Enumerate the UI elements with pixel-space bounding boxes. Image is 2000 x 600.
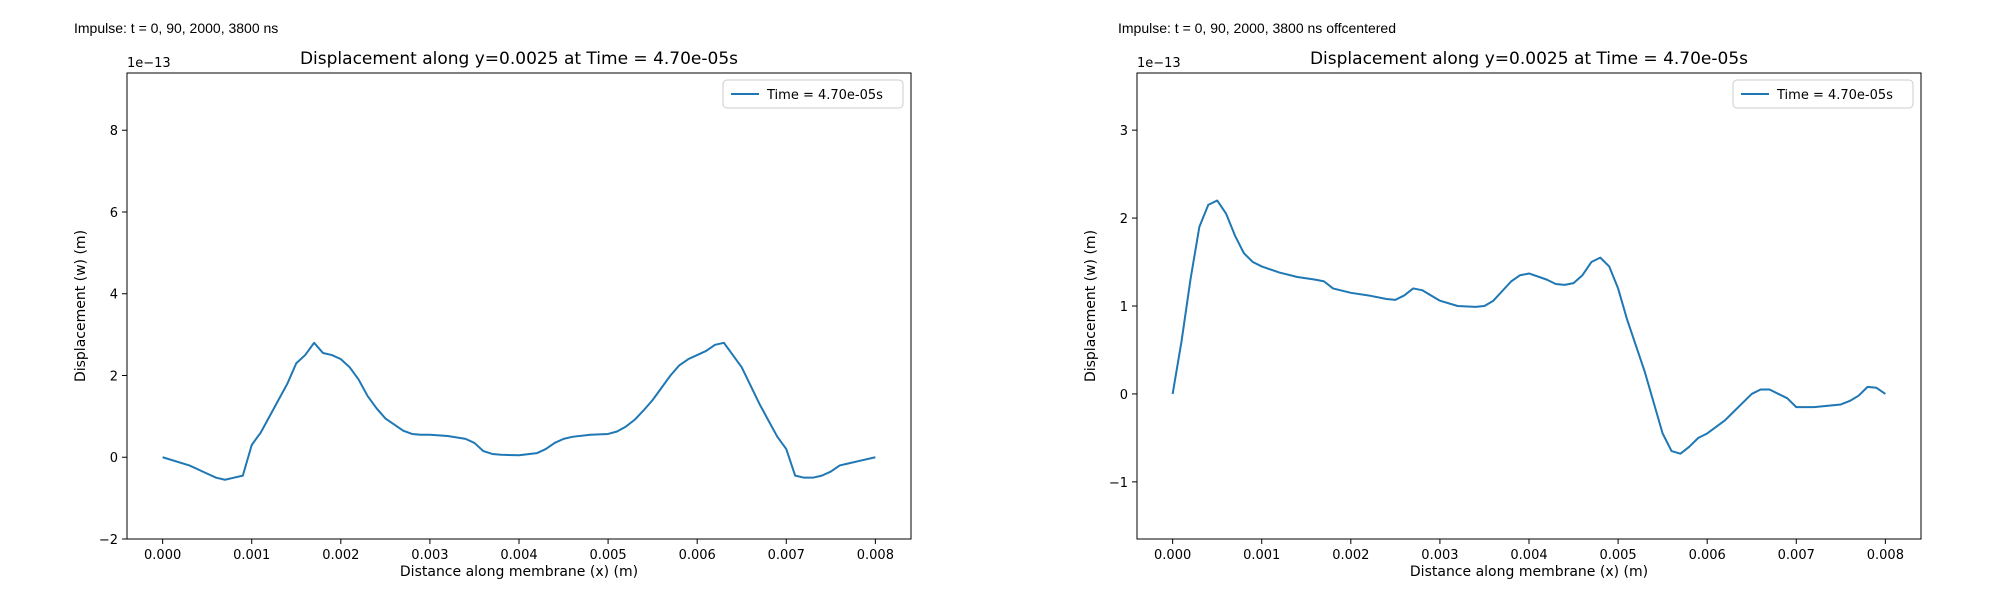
right-y-tick-label: −1 xyxy=(1109,476,1128,491)
right-legend-box xyxy=(1732,79,1914,109)
right-chart-title: Displacement along y=0.0025 at Time = 4.… xyxy=(1310,49,1748,69)
left-y-tick-label: 6 xyxy=(110,206,118,221)
right-legend-label: Time = 4.70e-05s xyxy=(1776,88,1893,103)
right-axes-frame xyxy=(1136,72,1922,540)
left-y-tick-label: 8 xyxy=(110,124,118,139)
left-y-tick-label: 4 xyxy=(110,288,118,303)
left-legend-box xyxy=(722,79,904,109)
right-y-tick-label: 3 xyxy=(1120,124,1128,139)
right-x-tick-label: 0.007 xyxy=(1778,548,1815,563)
left-x-tick-label: 0.005 xyxy=(589,548,626,563)
left-x-tick-label: 0.002 xyxy=(322,548,359,563)
panel-note-right: Impulse: t = 0, 90, 2000, 3800 ns offcen… xyxy=(1118,20,1396,36)
right-x-tick-label: 0.000 xyxy=(1154,548,1191,563)
left-y-axis-label: Displacement (w) (m) xyxy=(73,230,89,382)
right-y-tick-label: 1 xyxy=(1120,300,1128,315)
right-y-offset-text: 1e−13 xyxy=(1137,56,1181,71)
right-x-axis-label: Distance along membrane (x) (m) xyxy=(1410,564,1648,580)
right-y-tick-label: 0 xyxy=(1120,388,1128,403)
left-x-tick-label: 0.004 xyxy=(500,548,537,563)
left-x-tick-label: 0.008 xyxy=(857,548,894,563)
left-x-tick-label: 0.003 xyxy=(411,548,448,563)
left-y-tick-label: 2 xyxy=(110,369,118,384)
right-x-tick-label: 0.004 xyxy=(1510,548,1547,563)
left-x-tick-label: 0.006 xyxy=(679,548,716,563)
right-x-tick-label: 0.006 xyxy=(1689,548,1726,563)
left-y-offset-text: 1e−13 xyxy=(127,56,171,71)
left-x-axis-label: Distance along membrane (x) (m) xyxy=(400,564,638,580)
left-y-tick-label: 0 xyxy=(110,451,118,466)
right-y-axis-label: Displacement (w) (m) xyxy=(1083,230,1099,382)
right-x-tick-label: 0.008 xyxy=(1867,548,1904,563)
right-x-tick-label: 0.002 xyxy=(1332,548,1369,563)
right-x-tick-label: 0.005 xyxy=(1599,548,1636,563)
left-chart-title: Displacement along y=0.0025 at Time = 4.… xyxy=(300,49,738,69)
left-legend-label: Time = 4.70e-05s xyxy=(766,88,883,103)
panel-note-left: Impulse: t = 0, 90, 2000, 3800 ns xyxy=(74,20,279,36)
left-x-tick-label: 0.007 xyxy=(768,548,805,563)
left-x-tick-label: 0.001 xyxy=(233,548,270,563)
right-x-tick-label: 0.003 xyxy=(1421,548,1458,563)
left-series-line-0 xyxy=(162,341,876,481)
right-series-line-0 xyxy=(1171,199,1886,455)
left-x-tick-label: 0.000 xyxy=(144,548,181,563)
right-y-tick-label: 2 xyxy=(1120,212,1128,227)
left-y-tick-label: −2 xyxy=(99,533,118,548)
right-x-tick-label: 0.001 xyxy=(1243,548,1280,563)
